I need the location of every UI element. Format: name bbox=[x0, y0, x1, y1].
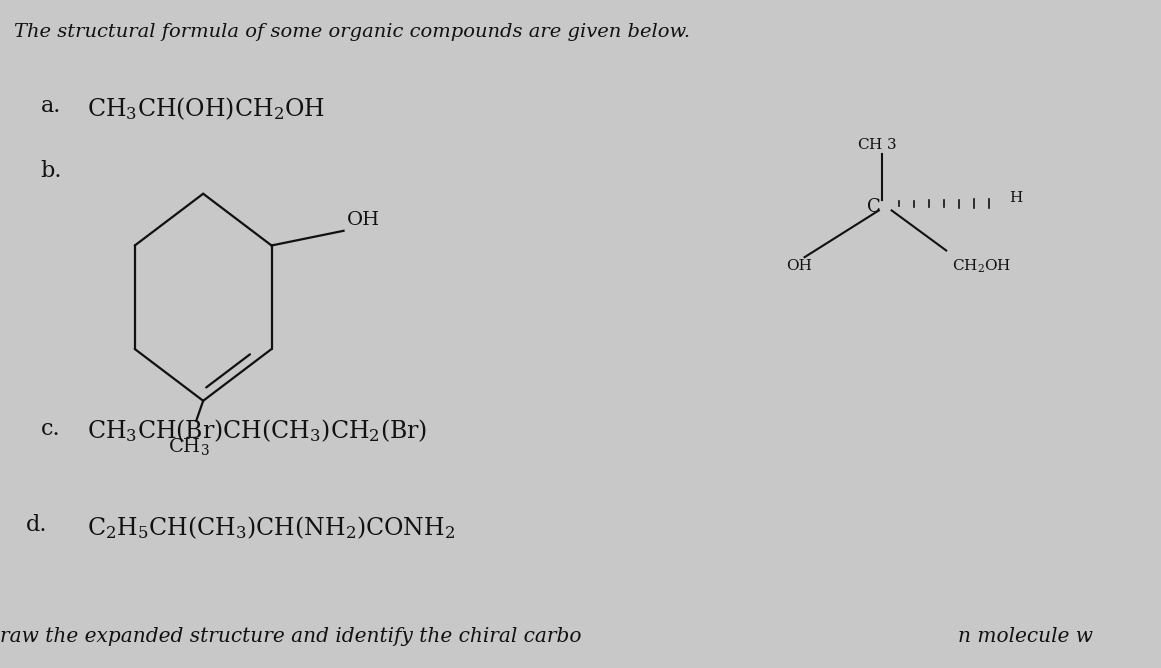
Text: $\mathregular{CH_3}$: $\mathregular{CH_3}$ bbox=[168, 436, 210, 457]
Text: The structural formula of some organic compounds are given below.: The structural formula of some organic c… bbox=[14, 23, 690, 41]
Text: $\mathregular{C_2H_5CH(CH_3)CH(NH_2)CONH_2}$: $\mathregular{C_2H_5CH(CH_3)CH(NH_2)CONH… bbox=[87, 514, 455, 541]
Text: OH: OH bbox=[347, 211, 380, 228]
Text: $\mathregular{CH_2OH}$: $\mathregular{CH_2OH}$ bbox=[952, 257, 1011, 275]
Text: $\mathregular{CH_3CH(OH)CH_2OH}$: $\mathregular{CH_3CH(OH)CH_2OH}$ bbox=[87, 95, 325, 122]
Text: H: H bbox=[1009, 192, 1022, 205]
Text: d.: d. bbox=[26, 514, 48, 536]
Text: raw the expanded structure and identify the chiral carbo: raw the expanded structure and identify … bbox=[0, 627, 582, 645]
Text: n molecule w: n molecule w bbox=[958, 627, 1093, 645]
Text: b.: b. bbox=[41, 160, 63, 182]
Text: c.: c. bbox=[41, 418, 60, 440]
Text: $\mathregular{CH\ 3}$: $\mathregular{CH\ 3}$ bbox=[857, 137, 897, 152]
Text: OH: OH bbox=[786, 259, 812, 273]
Text: $\mathregular{CH_3CH(Br)CH(CH_3)CH_2(Br)}$: $\mathregular{CH_3CH(Br)CH(CH_3)CH_2(Br)… bbox=[87, 418, 427, 444]
Text: a.: a. bbox=[41, 95, 62, 117]
Text: C: C bbox=[867, 198, 881, 216]
